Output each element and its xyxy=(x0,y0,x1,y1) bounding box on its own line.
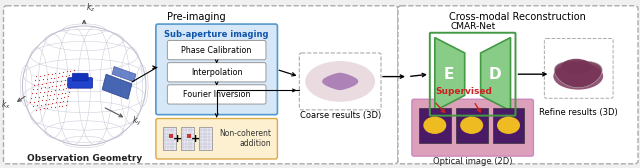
Text: Fourier Inversion: Fourier Inversion xyxy=(183,90,250,99)
FancyBboxPatch shape xyxy=(180,127,194,150)
Text: Phase Calibration: Phase Calibration xyxy=(182,46,252,55)
Text: $k_z$: $k_z$ xyxy=(86,2,95,14)
Polygon shape xyxy=(554,61,602,88)
Ellipse shape xyxy=(305,61,375,102)
Ellipse shape xyxy=(460,117,483,134)
Text: $k_x$: $k_x$ xyxy=(1,99,10,111)
FancyBboxPatch shape xyxy=(545,38,613,98)
Polygon shape xyxy=(102,74,132,99)
FancyBboxPatch shape xyxy=(156,118,277,159)
FancyBboxPatch shape xyxy=(300,53,381,110)
Text: Refine results (3D): Refine results (3D) xyxy=(539,108,618,117)
Text: CMAR-Net: CMAR-Net xyxy=(450,22,495,31)
FancyBboxPatch shape xyxy=(68,78,93,88)
Text: Optical image (2D): Optical image (2D) xyxy=(433,157,513,166)
Polygon shape xyxy=(322,73,358,90)
FancyBboxPatch shape xyxy=(3,6,398,164)
FancyBboxPatch shape xyxy=(493,108,524,143)
FancyBboxPatch shape xyxy=(163,127,176,150)
Polygon shape xyxy=(435,38,465,111)
Text: Pre-imaging: Pre-imaging xyxy=(168,12,226,22)
Text: $k_y$: $k_y$ xyxy=(132,115,141,128)
Text: Coarse results (3D): Coarse results (3D) xyxy=(300,111,381,120)
FancyBboxPatch shape xyxy=(398,6,638,164)
FancyBboxPatch shape xyxy=(169,134,173,138)
Text: Non-coherent
addition: Non-coherent addition xyxy=(220,129,271,149)
Text: Interpolation: Interpolation xyxy=(191,68,243,77)
FancyBboxPatch shape xyxy=(199,127,212,150)
FancyBboxPatch shape xyxy=(167,63,266,82)
FancyBboxPatch shape xyxy=(412,99,533,156)
Text: Observation Geometry: Observation Geometry xyxy=(26,155,142,163)
Text: Supervised: Supervised xyxy=(436,87,493,96)
Text: +: + xyxy=(191,134,200,144)
FancyBboxPatch shape xyxy=(72,73,88,81)
Ellipse shape xyxy=(554,63,603,90)
Text: Cross-modal Reconstruction: Cross-modal Reconstruction xyxy=(449,12,586,22)
Ellipse shape xyxy=(22,26,146,145)
Text: Sub-aperture imaging: Sub-aperture imaging xyxy=(164,30,269,39)
FancyBboxPatch shape xyxy=(167,40,266,60)
FancyBboxPatch shape xyxy=(456,108,488,143)
Ellipse shape xyxy=(561,59,591,74)
Ellipse shape xyxy=(497,117,520,134)
FancyBboxPatch shape xyxy=(419,108,451,143)
FancyBboxPatch shape xyxy=(167,85,266,104)
Text: D: D xyxy=(488,67,501,82)
FancyBboxPatch shape xyxy=(156,24,277,115)
Polygon shape xyxy=(112,67,136,82)
Text: +: + xyxy=(173,134,182,144)
Ellipse shape xyxy=(423,117,446,134)
Text: E: E xyxy=(444,67,454,82)
FancyBboxPatch shape xyxy=(187,134,191,138)
Polygon shape xyxy=(481,38,511,111)
